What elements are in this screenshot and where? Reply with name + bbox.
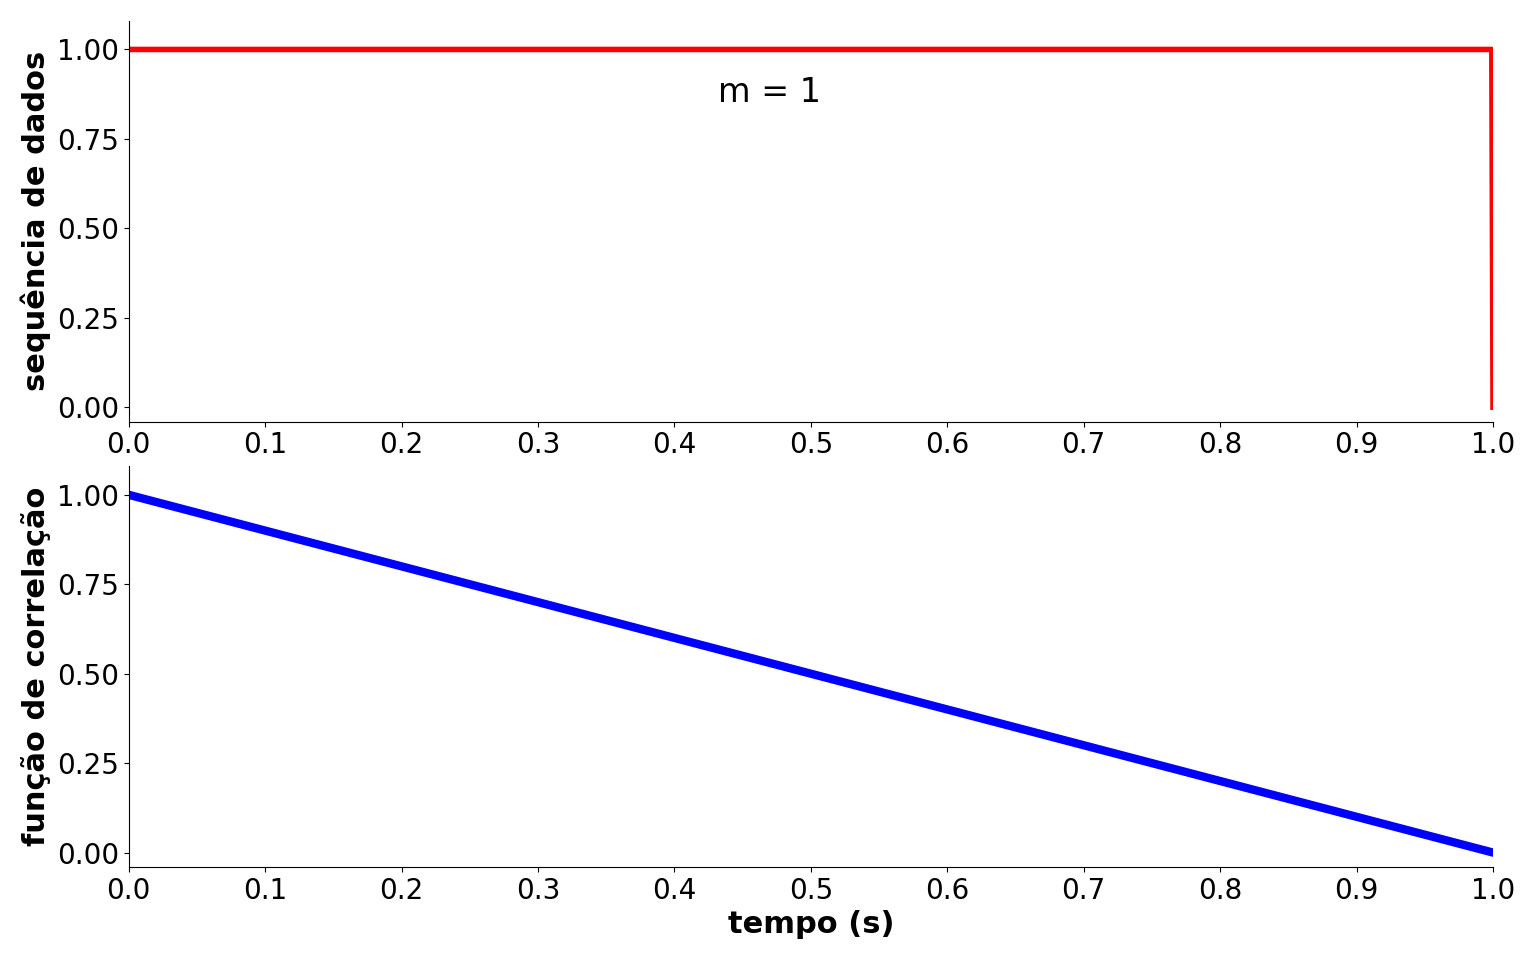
Text: m = 1: m = 1 [719,77,822,109]
Y-axis label: sequência de dados: sequência de dados [22,51,51,392]
X-axis label: tempo (s): tempo (s) [728,910,894,939]
Y-axis label: função de correlação: função de correlação [22,487,51,846]
